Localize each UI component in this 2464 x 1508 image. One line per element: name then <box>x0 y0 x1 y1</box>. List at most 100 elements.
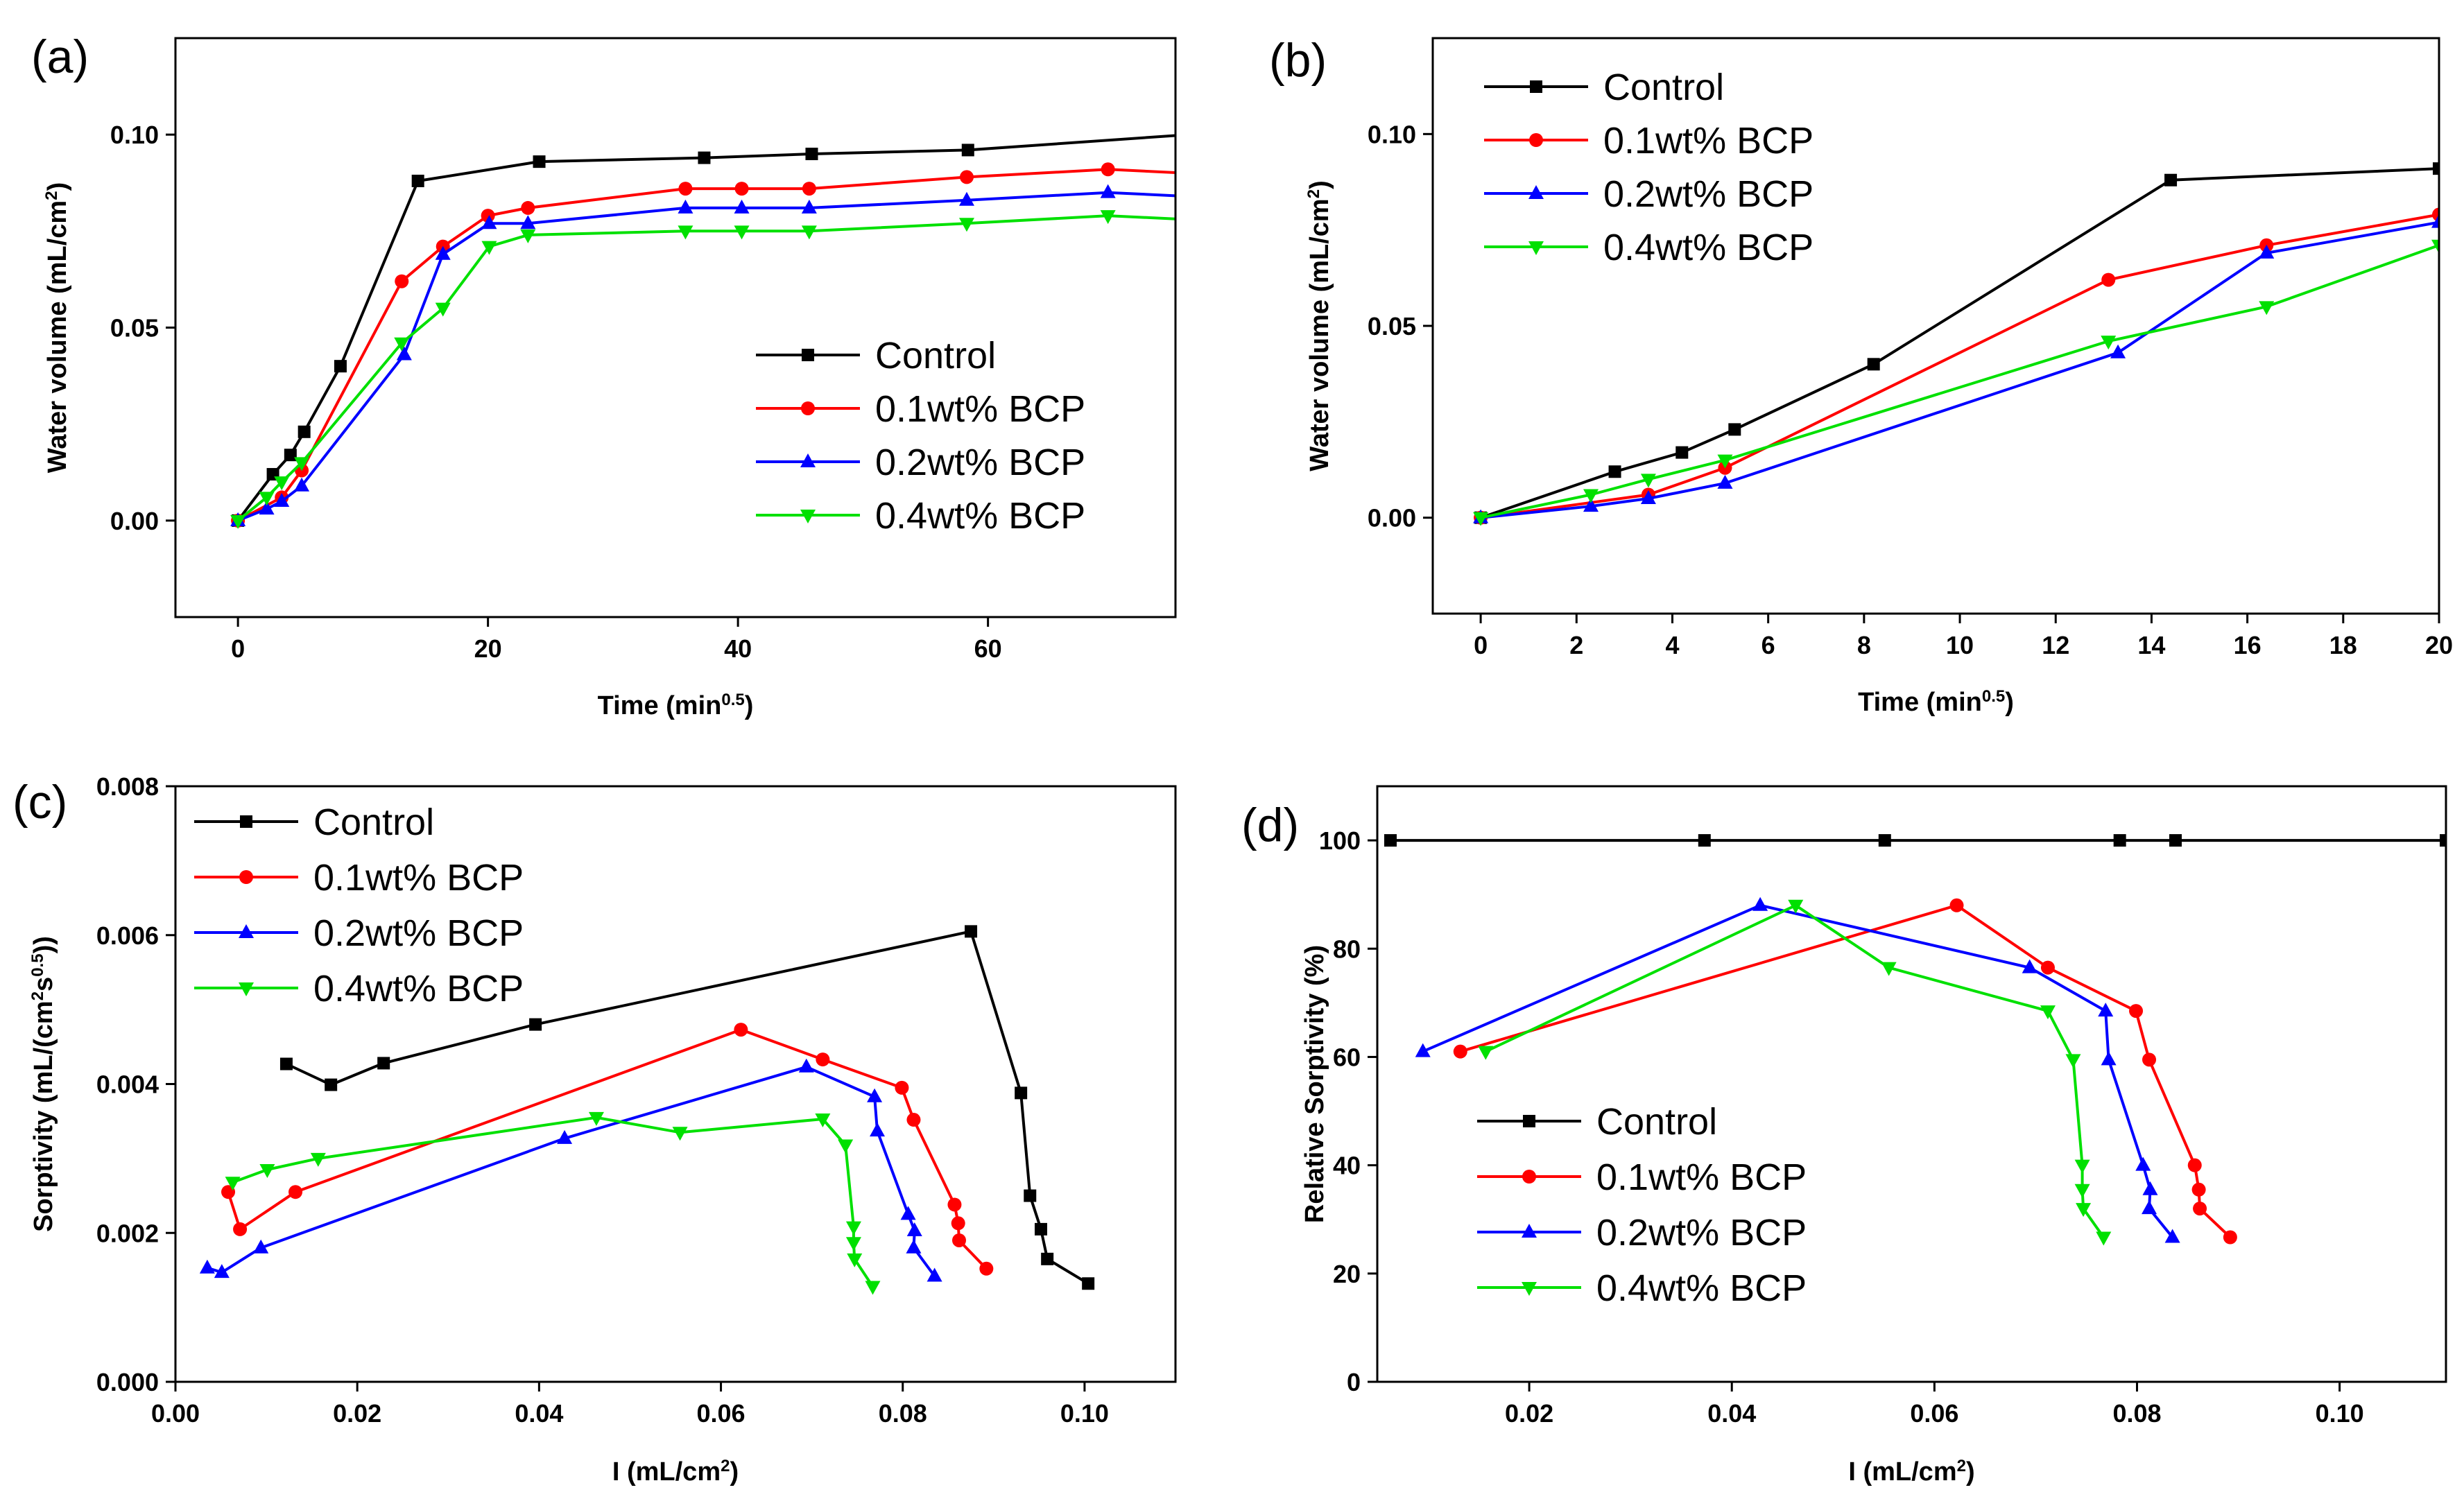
x-axis-title: I (mL/cm2) <box>612 1457 739 1487</box>
legend-item-04wt-bcp: 0.4wt% BCP <box>756 495 1085 537</box>
y-tick-label: 60 <box>1333 1043 1361 1071</box>
data-point <box>2433 162 2439 175</box>
x-tick-label: 20 <box>474 634 502 663</box>
data-point <box>1583 489 1599 503</box>
data-point <box>230 514 246 529</box>
data-point <box>1453 1044 1467 1059</box>
data-point <box>2022 959 2037 973</box>
data-point <box>2040 1005 2056 1020</box>
series-04wt-bcp <box>230 210 1175 529</box>
y-tick-label: 100 <box>1319 826 1361 855</box>
legend: Control 0.1wt% BCP 0.2wt% BCP 0.4wt% BCP <box>1484 67 1813 268</box>
x-tick-label: 0.10 <box>1060 1399 1109 1428</box>
panel-c: 0.00 0.02 0.04 0.06 0.08 0.10 0.000 0.002 0.004 0… <box>12 772 1177 1487</box>
series-04wt-bcp <box>1473 239 2439 526</box>
x-axis-title: Time (min0.5) <box>1858 687 2014 718</box>
x-axis-title: I (mL/cm2) <box>1848 1457 1974 1487</box>
data-point <box>958 218 974 232</box>
x-tick-label: 0.06 <box>1910 1399 1958 1428</box>
data-point <box>2113 834 2126 847</box>
data-point <box>1415 1043 1431 1057</box>
data-point <box>2431 214 2439 228</box>
data-point <box>1728 423 1741 436</box>
data-point <box>734 1023 748 1037</box>
data-point <box>1675 446 1689 459</box>
legend-label: Control <box>313 801 434 843</box>
data-point <box>253 1239 269 1254</box>
data-point <box>802 182 816 196</box>
data-point <box>1717 454 1733 469</box>
data-point <box>845 1221 861 1236</box>
legend-marker <box>1522 1282 1537 1296</box>
data-point <box>2440 834 2446 847</box>
data-point <box>529 1018 542 1031</box>
data-point <box>1101 162 1115 177</box>
series-04wt-bcp <box>225 1111 881 1295</box>
data-point <box>294 477 310 492</box>
series-02wt-bcp <box>230 184 1175 526</box>
data-point <box>2259 244 2275 259</box>
data-point <box>2065 1054 2081 1068</box>
legend-item-04wt-bcp: 0.4wt% BCP <box>1477 1267 1807 1309</box>
data-point <box>958 191 974 206</box>
legend-marker <box>1522 1170 1536 1184</box>
data-point <box>951 1216 965 1231</box>
data-point <box>845 1237 861 1251</box>
data-point <box>2101 272 2116 287</box>
legend-marker <box>1522 1224 1537 1238</box>
data-point <box>520 229 536 243</box>
data-point <box>1608 465 1621 478</box>
data-point <box>979 1261 994 1276</box>
data-point <box>411 174 424 187</box>
legend-label: Control <box>1603 67 1724 108</box>
x-tick-label: 20 <box>2425 631 2453 659</box>
y-axis-title: Relative Sorptivity (%) <box>1300 945 1329 1223</box>
data-point <box>2076 1203 2092 1217</box>
legend-label: 0.4wt% BCP <box>875 495 1085 537</box>
x-tick-label: 12 <box>2042 631 2069 659</box>
data-point <box>1878 834 1891 847</box>
data-point <box>2096 1231 2112 1246</box>
legend-label: 0.4wt% BCP <box>313 968 524 1009</box>
data-point <box>867 1088 883 1102</box>
y-axis-title: Sorptivity (mL/(cm2s0.5)) <box>28 936 59 1232</box>
data-point <box>959 170 974 184</box>
data-point <box>325 1078 338 1091</box>
data-point <box>2187 1158 2202 1172</box>
legend-label: 0.2wt% BCP <box>875 442 1085 483</box>
data-point <box>2259 301 2275 315</box>
data-point <box>1473 512 1489 526</box>
data-point <box>672 1127 688 1141</box>
x-tick-label: 40 <box>724 634 752 663</box>
data-point <box>927 1267 942 1282</box>
legend-item-02wt-bcp: 0.2wt% BCP <box>1484 173 1813 215</box>
data-point <box>557 1129 573 1144</box>
y-tick-label: 80 <box>1333 935 1361 963</box>
data-point <box>895 1080 909 1095</box>
data-point <box>805 148 818 160</box>
data-point <box>965 925 978 938</box>
panel-b: 0 2 4 6 8 10 12 14 16 18 20 0.00 0.05 0.10 Time (min0.… <box>1269 34 2453 717</box>
legend-item-02wt-bcp: 0.2wt% BCP <box>194 912 524 954</box>
data-point <box>734 225 750 240</box>
data-point <box>1034 1222 1047 1236</box>
x-tick-label: 60 <box>974 634 1002 663</box>
data-point <box>225 1177 241 1191</box>
legend-item-01wt-bcp: 0.1wt% BCP <box>756 388 1085 430</box>
legend-label: Control <box>875 335 996 376</box>
data-point <box>801 199 817 214</box>
data-point <box>865 1281 881 1295</box>
data-point <box>1583 498 1599 512</box>
legend-marker <box>1529 133 1543 147</box>
data-point <box>906 1222 922 1237</box>
data-point <box>259 1163 275 1178</box>
data-point <box>288 1185 303 1199</box>
y-tick-label: 0.00 <box>110 507 159 535</box>
x-tick-label: 6 <box>1761 631 1775 659</box>
legend-marker <box>1528 185 1544 199</box>
data-point <box>678 199 693 214</box>
data-point <box>2101 1051 2117 1066</box>
panel-label: (c) <box>12 776 67 829</box>
legend-marker <box>239 870 253 884</box>
